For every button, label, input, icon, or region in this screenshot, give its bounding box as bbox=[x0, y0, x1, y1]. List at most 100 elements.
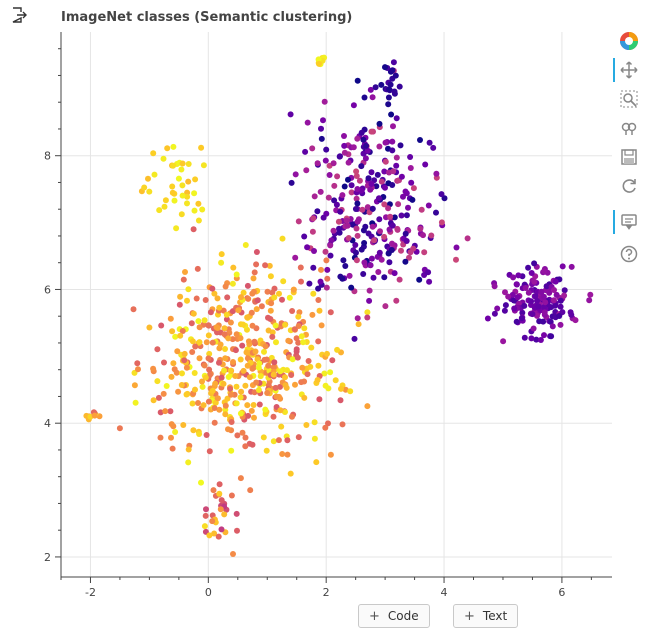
wheel-zoom-tool-button[interactable] bbox=[616, 115, 642, 141]
scatter-point bbox=[531, 278, 538, 285]
scatter-point bbox=[540, 293, 547, 300]
scatter-point bbox=[548, 333, 555, 340]
scatter-point bbox=[378, 178, 385, 185]
scatter-point bbox=[386, 259, 393, 266]
scatter-point bbox=[376, 249, 383, 256]
scatter-point bbox=[314, 377, 321, 383]
scatter-point bbox=[325, 420, 331, 427]
scatter-point bbox=[156, 207, 163, 214]
scatter-point bbox=[396, 83, 403, 90]
scatter-point bbox=[407, 154, 414, 160]
scatter-point bbox=[513, 281, 520, 288]
scatter-point bbox=[355, 321, 362, 328]
scatter-point bbox=[209, 387, 216, 394]
x-tick-label: 0 bbox=[205, 586, 212, 599]
scatter-point bbox=[341, 183, 348, 190]
scatter-point bbox=[300, 339, 307, 346]
box-zoom-tool-button[interactable] bbox=[616, 86, 642, 112]
scatter-point bbox=[320, 117, 326, 124]
add-text-cell-button[interactable]: + Text bbox=[453, 604, 519, 628]
scatter-point bbox=[540, 318, 547, 325]
scatter-point bbox=[169, 189, 176, 196]
scatter-point bbox=[292, 171, 299, 178]
scatter-point bbox=[407, 249, 414, 256]
scatter-point bbox=[282, 321, 289, 328]
scatter-point bbox=[160, 155, 167, 162]
scatter-point bbox=[237, 356, 244, 363]
scatter-point bbox=[209, 339, 216, 346]
save-tool-button[interactable] bbox=[616, 144, 642, 170]
scatter-point bbox=[360, 227, 367, 234]
scatter-point bbox=[315, 56, 322, 63]
scatter-point bbox=[310, 290, 317, 297]
y-tick-label: 6 bbox=[44, 283, 51, 296]
scatter-point bbox=[222, 355, 229, 362]
scatter-point bbox=[366, 297, 373, 304]
scatter-point bbox=[234, 527, 240, 534]
scatter-point bbox=[301, 325, 308, 332]
scatter-point bbox=[221, 511, 228, 518]
scatter-point bbox=[195, 200, 202, 207]
box-zoom-icon bbox=[620, 90, 638, 108]
scatter-point bbox=[398, 247, 404, 254]
hover-icon bbox=[621, 214, 637, 230]
scatter-point bbox=[205, 332, 212, 339]
scatter-point bbox=[417, 225, 424, 232]
scatter-point bbox=[337, 397, 344, 404]
scatter-point bbox=[315, 338, 322, 345]
reset-tool-button[interactable] bbox=[616, 173, 642, 199]
scatter-point bbox=[327, 252, 334, 259]
scatter-point bbox=[214, 395, 221, 402]
scatter-point bbox=[270, 371, 277, 378]
scatter-point bbox=[295, 434, 302, 441]
scatter-point bbox=[225, 374, 232, 380]
scatter-point bbox=[525, 264, 532, 271]
scatter-point bbox=[354, 315, 361, 322]
scatter-point bbox=[284, 451, 291, 458]
scatter-point bbox=[386, 86, 393, 93]
scatter-point bbox=[441, 195, 448, 202]
scatter-point bbox=[253, 261, 260, 268]
scatter-point bbox=[530, 325, 537, 332]
scatter-point bbox=[191, 207, 198, 214]
scatter-point bbox=[425, 269, 432, 276]
scatter-point bbox=[179, 182, 186, 189]
scatter-point bbox=[273, 339, 279, 346]
scatter-point bbox=[185, 161, 192, 167]
scatter-point bbox=[237, 475, 244, 482]
scatter-point bbox=[164, 145, 171, 152]
hover-tool-button[interactable] bbox=[613, 209, 642, 235]
add-code-cell-button[interactable]: + Code bbox=[358, 604, 430, 628]
scatter-point bbox=[247, 487, 254, 494]
scatter-point bbox=[395, 201, 402, 208]
scatter-point bbox=[301, 233, 308, 240]
pan-tool-button[interactable] bbox=[613, 57, 642, 83]
scatter-point bbox=[354, 135, 361, 142]
scatter-point bbox=[391, 214, 398, 221]
scatter-point bbox=[189, 349, 196, 355]
scatter-point bbox=[279, 451, 286, 457]
scatter-point bbox=[298, 278, 304, 285]
scatter-point bbox=[364, 314, 371, 321]
wheel-zoom-icon bbox=[621, 122, 637, 135]
scatter-point bbox=[500, 338, 507, 345]
scatter-point bbox=[154, 346, 161, 353]
scatter-point bbox=[453, 256, 459, 263]
scatter-point bbox=[322, 157, 329, 164]
scatter-point bbox=[348, 189, 355, 196]
scatter-point bbox=[250, 275, 257, 282]
scatter-point bbox=[311, 419, 318, 426]
scatter-point bbox=[333, 201, 340, 208]
scatter-point bbox=[323, 146, 330, 153]
scatter-point bbox=[385, 94, 392, 101]
scatter-point bbox=[288, 179, 295, 186]
bokeh-logo-icon[interactable] bbox=[616, 28, 642, 54]
chart-title: ImageNet classes (Semantic clustering) bbox=[61, 10, 353, 25]
scatter-point bbox=[522, 285, 529, 291]
scatter-point bbox=[389, 67, 396, 74]
help-tool-button[interactable] bbox=[616, 241, 642, 267]
scatter-point bbox=[377, 228, 383, 235]
scatter-point bbox=[251, 414, 257, 421]
scatter-point bbox=[314, 160, 321, 167]
